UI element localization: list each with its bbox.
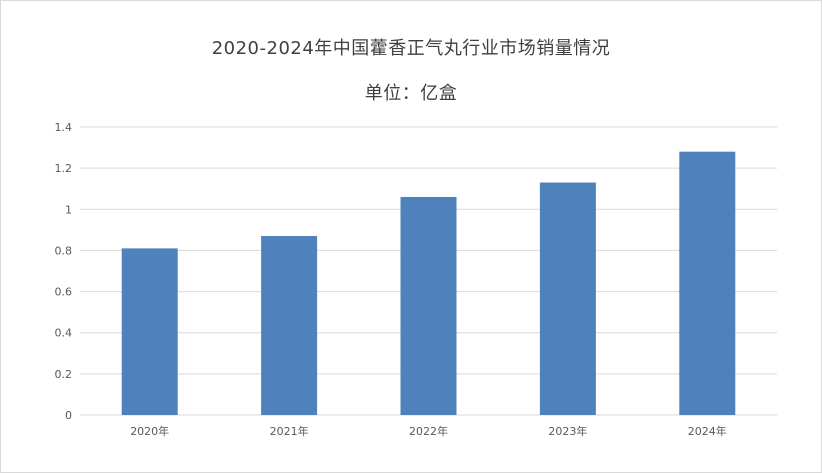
x-tick-label: 2024年 (688, 424, 727, 438)
x-tick-label: 2021年 (270, 424, 309, 438)
x-tick-label: 2023年 (548, 424, 587, 438)
y-tick-label: 0.2 (55, 368, 73, 381)
y-tick-label: 0 (65, 409, 72, 422)
y-tick-label: 0.4 (55, 327, 73, 340)
bar (539, 182, 596, 415)
chart-title: 2020-2024年中国藿香正气丸行业市场销量情况 (211, 38, 611, 59)
y-tick-label: 1 (65, 203, 72, 216)
y-tick-label: 1.2 (55, 162, 73, 175)
x-tick-label: 2020年 (130, 424, 169, 438)
bar (261, 236, 318, 415)
y-tick-label: 0.6 (55, 286, 73, 299)
x-tick-label: 2022年 (409, 424, 448, 438)
bar (400, 196, 457, 415)
bar (679, 151, 736, 415)
y-tick-label: 0.8 (55, 244, 73, 257)
y-tick-label: 1.4 (55, 121, 73, 134)
bar (121, 248, 178, 415)
chart-subtitle: 单位：亿盒 (364, 83, 458, 104)
